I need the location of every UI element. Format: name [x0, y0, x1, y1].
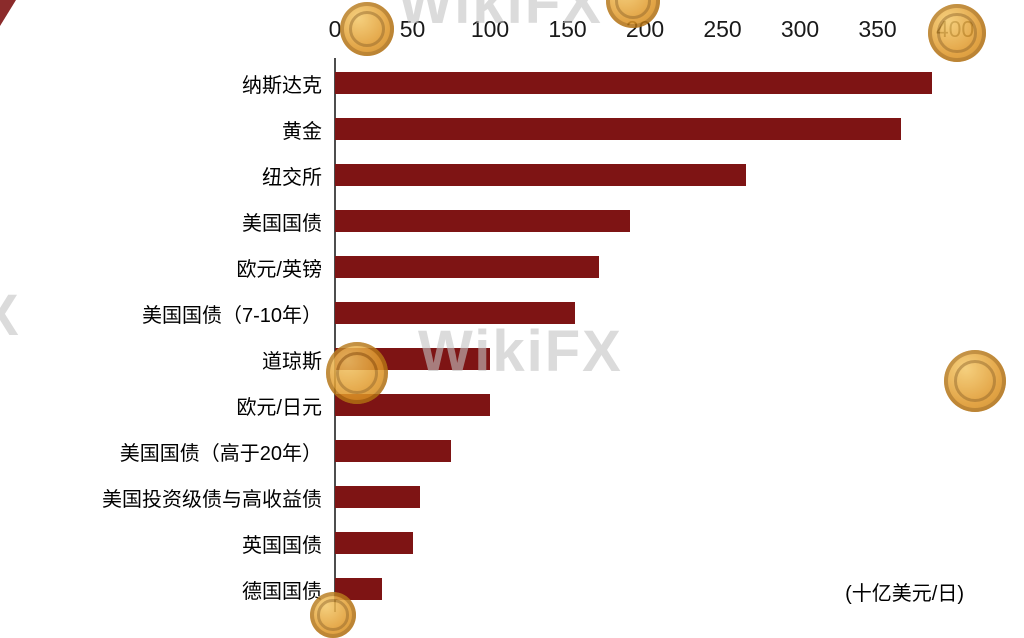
x-tick-250: 250 — [703, 16, 742, 42]
x-tick-50: 50 — [399, 16, 426, 42]
x-tick-100: 100 — [470, 16, 510, 42]
category-label: 纳斯达克 — [242, 74, 322, 97]
bar-1 — [335, 118, 901, 140]
bar-5 — [335, 302, 576, 324]
bar-8 — [335, 440, 452, 462]
bar-3 — [335, 210, 630, 232]
chart-row: 道琼斯 — [0, 336, 1024, 382]
unit-label: (十亿美元/日) — [845, 583, 964, 605]
category-label: 美国投资级债与高收益债 — [102, 488, 322, 511]
chart-row: 英国国债 — [0, 520, 1024, 566]
x-tick-0: 0 — [328, 16, 342, 42]
category-label: 欧元/日元 — [236, 396, 322, 419]
bar-track — [335, 106, 955, 152]
bar-track — [335, 290, 955, 336]
bar-10 — [335, 532, 413, 554]
bar-4 — [335, 256, 599, 278]
bar-track — [335, 336, 955, 382]
bar-9 — [335, 486, 421, 508]
bar-track — [335, 428, 955, 474]
category-label: 美国国债 — [242, 212, 322, 235]
bar-6 — [335, 348, 490, 370]
bar-track — [335, 520, 955, 566]
category-label: 德国国债 — [242, 580, 322, 603]
bar-track — [335, 60, 955, 106]
bar-track — [335, 382, 955, 428]
category-label: 英国国债 — [242, 534, 322, 557]
x-tick-300: 300 — [780, 16, 820, 42]
chart-rows: 纳斯达克黄金纽交所美国国债欧元/英镑美国国债（7-10年） 道琼斯欧元/日元美国国… — [0, 60, 1024, 612]
bar-7 — [335, 394, 490, 416]
bar-track — [335, 152, 955, 198]
x-tick-400: 400 — [935, 16, 975, 42]
chart-row: 欧元/英镑 — [0, 244, 1024, 290]
bar-chart: 0 50 100 150 200 250 300 350 400 纳斯达克黄金纽交所美国国债欧元… — [0, 16, 1024, 612]
bar-track — [335, 244, 955, 290]
category-label: 美国国债（7-10年） — [141, 304, 322, 327]
chart-row: 美国投资级债与高收益债 — [0, 474, 1024, 520]
bar-track — [335, 474, 955, 520]
category-label: 道琼斯 — [262, 350, 322, 373]
x-tick-200: 200 — [625, 16, 665, 42]
category-label: 美国国债（高于20年） — [119, 442, 322, 465]
bar-11 — [335, 578, 382, 600]
chart-row: 欧元/日元 — [0, 382, 1024, 428]
category-label: 黄金 — [282, 120, 322, 143]
y-axis-line — [334, 58, 336, 612]
chart-row: 黄金 — [0, 106, 1024, 152]
chart-row: 美国国债（高于20年） — [0, 428, 1024, 474]
category-label: 纽交所 — [262, 166, 322, 189]
bar-track — [335, 198, 955, 244]
x-tick-150: 150 — [548, 16, 587, 42]
chart-row: 美国国债 — [0, 198, 1024, 244]
bar-0 — [335, 72, 932, 94]
chart-row: 美国国债（7-10年） — [0, 290, 1024, 336]
x-tick-350: 350 — [858, 16, 897, 42]
chart-row: 纳斯达克 — [0, 60, 1024, 106]
bar-2 — [335, 164, 746, 186]
category-label: 欧元/英镑 — [236, 258, 322, 281]
chart-row: 纽交所 — [0, 152, 1024, 198]
